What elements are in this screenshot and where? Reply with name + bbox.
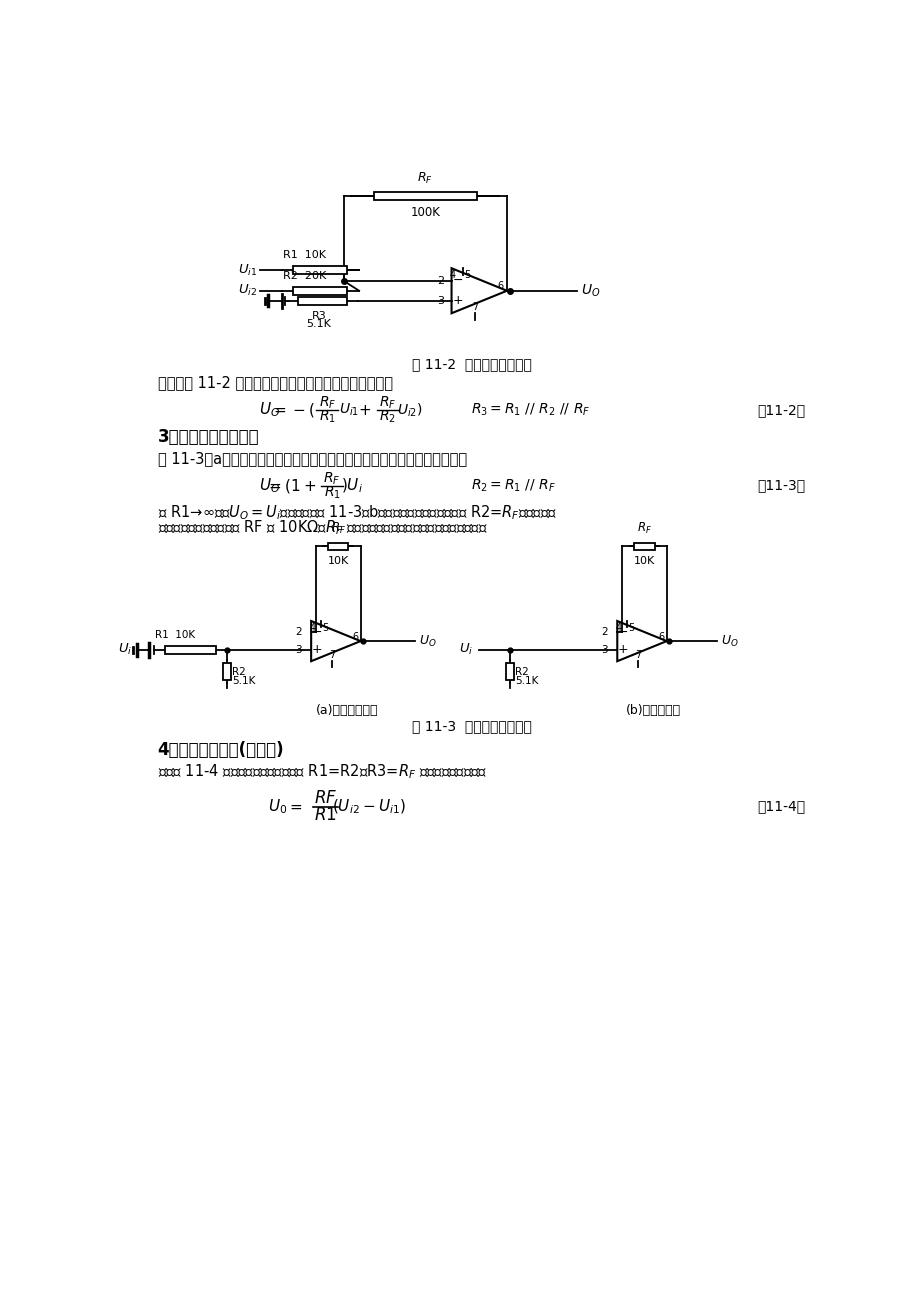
Text: 当 R1→∞时，$U_O=U_i$，即得到如图 11-3（b）所示的电压跟随器。图中 R2=$R_F$，用以减小: 当 R1→∞时，$U_O=U_i$，即得到如图 11-3（b）所示的电压跟随器。… [157,503,556,521]
Bar [293,287,347,295]
Text: 对于图 11-4 所示的减法运算电路，当 R1=R2，R3=$R_F$ 时，有如下关系式：: 对于图 11-4 所示的减法运算电路，当 R1=R2，R3=$R_F$ 时，有如… [157,763,486,781]
Text: 5: 5 [628,623,634,633]
Text: $R1$: $R1$ [314,806,336,824]
Text: $R_F$: $R_F$ [323,471,340,486]
Text: 10K: 10K [633,555,654,566]
Text: 图 11-2  反相加法运算电路: 图 11-2 反相加法运算电路 [411,358,531,370]
Text: R2: R2 [515,667,528,676]
Text: $+$: $+$ [357,403,370,417]
Text: 2: 2 [295,628,301,637]
Text: 7: 7 [329,650,335,659]
Text: 3: 3 [295,645,301,655]
Text: $R_F$: $R_F$ [417,170,433,186]
Text: 4: 4 [615,623,621,633]
Text: 3: 3 [437,295,444,306]
Text: 5: 5 [322,623,328,633]
Text: 7: 7 [471,302,478,312]
Bar [633,542,653,550]
Text: 100K: 100K [410,205,440,218]
Text: $U_O$: $U_O$ [259,476,280,495]
Text: R2: R2 [232,667,245,676]
Text: 3: 3 [601,645,607,655]
Text: $U_O$: $U_O$ [581,282,600,299]
Bar [223,663,231,680]
Text: 5: 5 [464,270,471,280]
Text: $)U_i$: $)U_i$ [341,476,363,495]
Text: $R_F$: $R_F$ [330,521,346,537]
Text: （11-2）: （11-2） [756,403,805,417]
Text: $RF$: $RF$ [313,789,337,807]
Text: 6: 6 [497,281,504,291]
Text: $R_1$: $R_1$ [323,485,340,500]
Text: R3: R3 [312,311,326,321]
Text: 4: 4 [449,270,456,280]
Text: $U_O$: $U_O$ [418,633,436,649]
Text: 3、同相比例运算电路: 3、同相比例运算电路 [157,428,259,446]
Text: 漂移和起保护作用。一般 RF 取 10KΩ，$R_F$ 太小起不到保护作用，太大则影响跟随性。: 漂移和起保护作用。一般 RF 取 10KΩ，$R_F$ 太小起不到保护作用，太大… [157,519,487,537]
Text: 2: 2 [437,276,444,286]
Text: +: + [618,644,628,656]
Text: R1  10K: R1 10K [283,250,326,260]
Text: 4、差动放大电路(减法器): 4、差动放大电路(减法器) [157,741,284,759]
Text: 6: 6 [658,632,664,642]
Text: （11-4）: （11-4） [756,800,805,814]
Text: $U_{i1}$: $U_{i1}$ [338,402,358,419]
Text: 6: 6 [352,632,357,642]
Text: $R_2$: $R_2$ [379,408,396,425]
Text: $R_F$: $R_F$ [379,395,396,411]
Text: $= -($: $= -($ [271,402,315,419]
Text: $U_i$: $U_i$ [459,642,472,658]
Text: $(U_{i2} - U_{i1})$: $(U_{i2} - U_{i1})$ [332,797,406,816]
Text: $=$: $=$ [287,800,302,814]
Text: 5.1K: 5.1K [232,676,255,685]
Bar [293,266,347,274]
Bar [298,296,346,304]
Text: +: + [312,644,322,656]
Text: $R_F$: $R_F$ [636,521,651,537]
Text: 7: 7 [635,650,641,659]
Bar [327,542,348,550]
Text: $U_O$: $U_O$ [259,400,280,420]
Text: $R_2=R_1$ // $R_F$: $R_2=R_1$ // $R_F$ [471,477,556,494]
Text: 5.1K: 5.1K [515,676,538,685]
Text: $U_i$: $U_i$ [118,642,132,658]
Text: （11-3）: （11-3） [756,478,805,493]
Text: 5.1K: 5.1K [306,318,331,329]
Text: $R_1$: $R_1$ [319,408,335,425]
Text: $U_{i1}$: $U_{i1}$ [237,263,256,277]
Text: $U_{i2})$: $U_{i2})$ [396,402,422,419]
Text: $R_F$: $R_F$ [318,395,335,411]
Text: $U_0$: $U_0$ [267,797,287,816]
Bar [165,646,216,654]
Text: 图 11-3  同相比例运算电路: 图 11-3 同相比例运算电路 [411,719,531,733]
Text: −: − [312,625,322,638]
Text: (b)电压跟随器: (b)电压跟随器 [626,703,680,716]
Bar [505,663,514,680]
Text: R2  20K: R2 20K [283,270,326,281]
Text: $= (1+$: $= (1+$ [267,477,316,494]
Text: 电路如图 11-2 所示，输出电压与输入电压之间的关系为: 电路如图 11-2 所示，输出电压与输入电压之间的关系为 [157,376,392,390]
Text: −: − [618,625,628,638]
Text: 10K: 10K [327,555,348,566]
Text: (a)同相比例运算: (a)同相比例运算 [316,703,379,716]
Text: 4: 4 [309,623,315,633]
Text: $R_3=R_1$ // $R_2$ // $R_F$: $R_3=R_1$ // $R_2$ // $R_F$ [471,402,590,419]
Text: $U_O$: $U_O$ [720,633,738,649]
Text: R1  10K: R1 10K [155,630,195,640]
Text: $U_{i2}$: $U_{i2}$ [237,283,256,298]
Bar [373,192,477,200]
Text: 图 11-3（a）是同相比例运算电路，它的输出电压与输入电压之间的关系为: 图 11-3（a）是同相比例运算电路，它的输出电压与输入电压之间的关系为 [157,451,466,467]
Text: 2: 2 [601,628,607,637]
Text: +: + [452,294,463,307]
Text: −: − [452,274,463,287]
